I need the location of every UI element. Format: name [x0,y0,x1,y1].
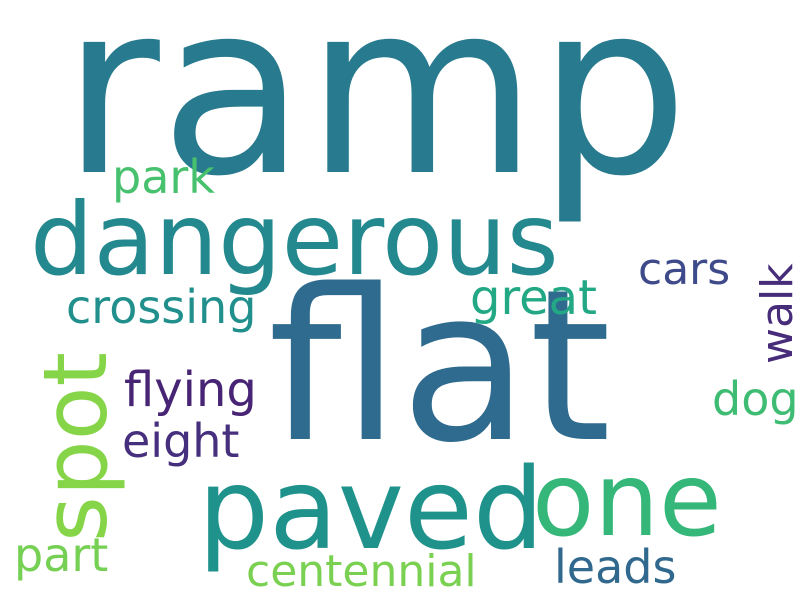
word-centennial: centennial [246,546,477,597]
word-flying: flying [124,362,257,418]
word-one: one [532,441,722,560]
word-dangerous: dangerous [30,181,559,298]
word-paved: paved [198,445,545,575]
word-park: park [112,150,215,204]
word-leads: leads [554,540,677,594]
word-walk: walk [752,263,800,364]
word-spot: spot [24,351,127,542]
word-great: great [470,270,597,326]
word-part: part [14,528,109,582]
word-flat: flat [268,244,612,489]
word-crossing: crossing [66,280,257,334]
word-dog: dog [712,372,799,426]
word-ramp: ramp [62,0,689,229]
word-cars: cars [638,244,731,295]
word-eight: eight [122,414,240,468]
